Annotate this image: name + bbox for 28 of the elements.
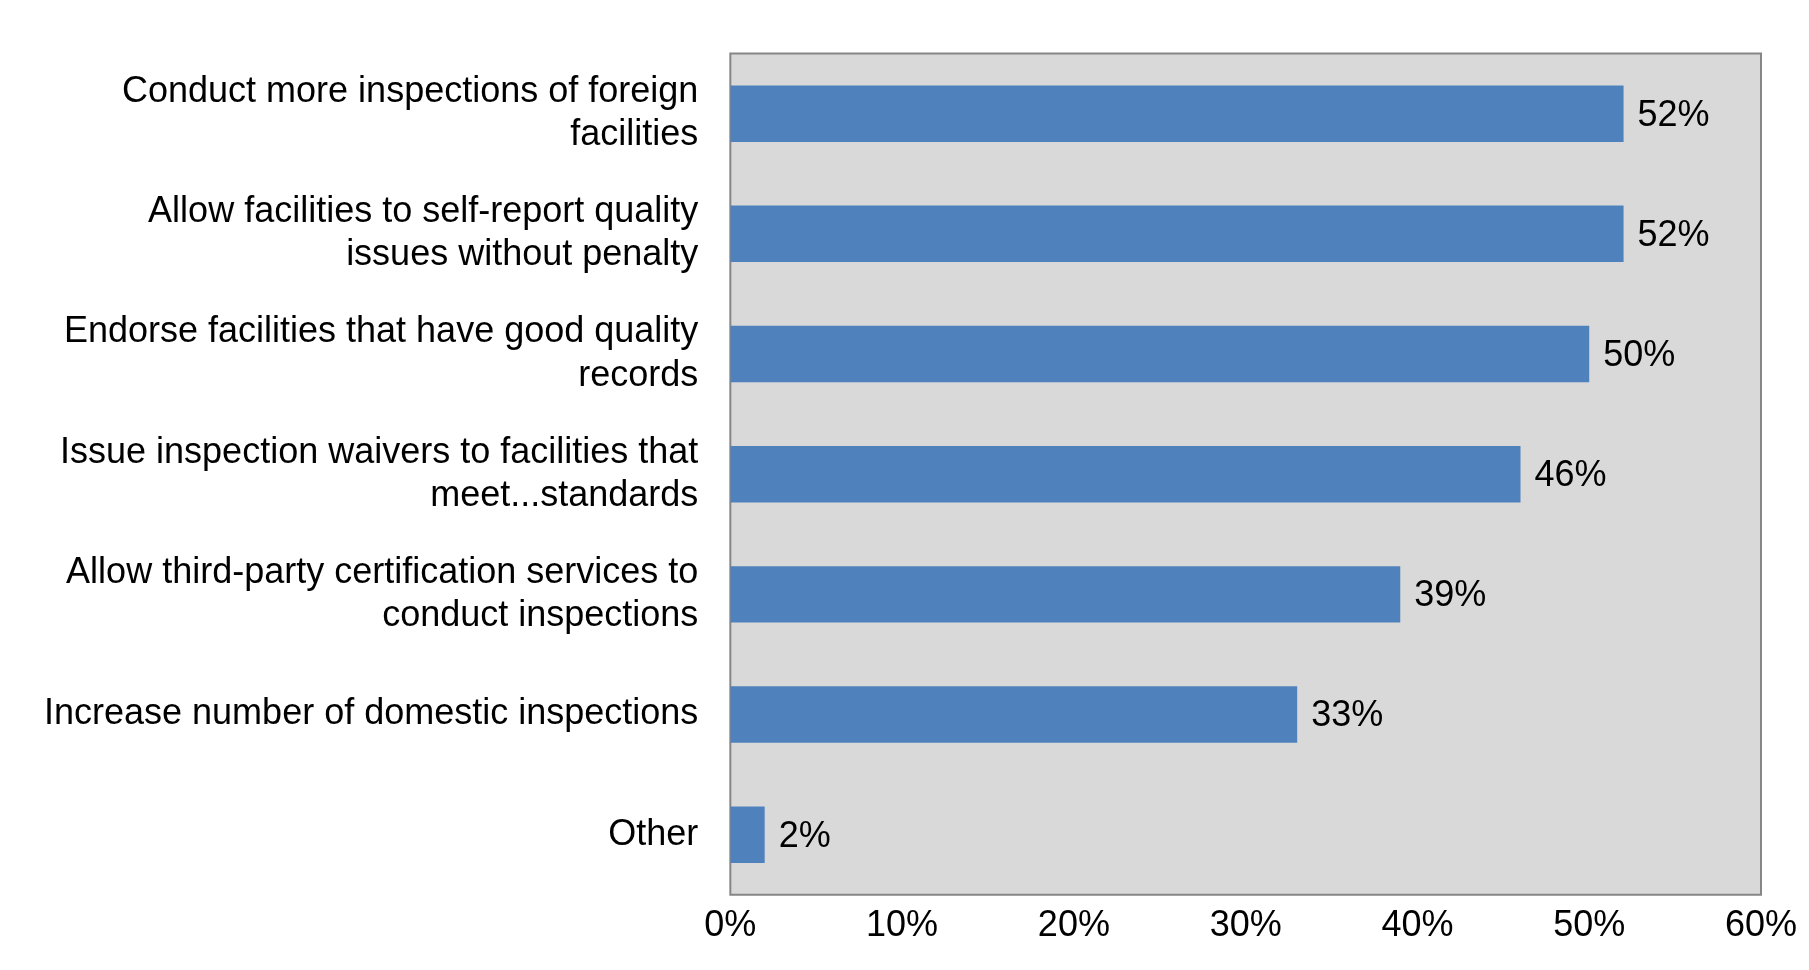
x-tick-label: 50% <box>1553 903 1626 945</box>
y-tick-label: Endorse facilities that have good quality records <box>63 309 699 394</box>
data-label: 52% <box>1637 92 1710 134</box>
y-tick-label: Conduct more inspections of foreign facilities <box>122 69 699 154</box>
y-tick-label: Issue inspection waivers to facilities that meet...standards <box>60 429 699 514</box>
y-tick-label: Allow third-party certification services to conduct inspections <box>66 549 699 634</box>
y-tick-label: Allow facilities to self-report quality issues without penalty <box>148 189 699 274</box>
bar <box>730 445 1521 503</box>
bar <box>730 325 1590 383</box>
x-tick-label: 20% <box>1037 903 1110 945</box>
x-tick-label: 30% <box>1209 903 1282 945</box>
x-tick-label: 0% <box>704 903 757 945</box>
bar <box>730 806 765 863</box>
data-label: 46% <box>1534 453 1607 495</box>
x-tick-label: 60% <box>1724 903 1798 945</box>
data-label: 2% <box>778 813 831 855</box>
y-tick-label: Increase number of domestic inspections <box>44 691 699 733</box>
bar <box>730 85 1624 142</box>
bar <box>730 566 1401 623</box>
data-label: 50% <box>1603 332 1676 374</box>
bar <box>730 686 1298 743</box>
y-tick-label: Other <box>608 811 699 853</box>
x-tick-label: 40% <box>1381 903 1454 945</box>
data-label: 52% <box>1637 212 1710 254</box>
data-label: 33% <box>1311 693 1384 735</box>
bar <box>730 205 1624 263</box>
data-label: 39% <box>1414 573 1487 615</box>
x-tick-label: 10% <box>866 903 939 945</box>
